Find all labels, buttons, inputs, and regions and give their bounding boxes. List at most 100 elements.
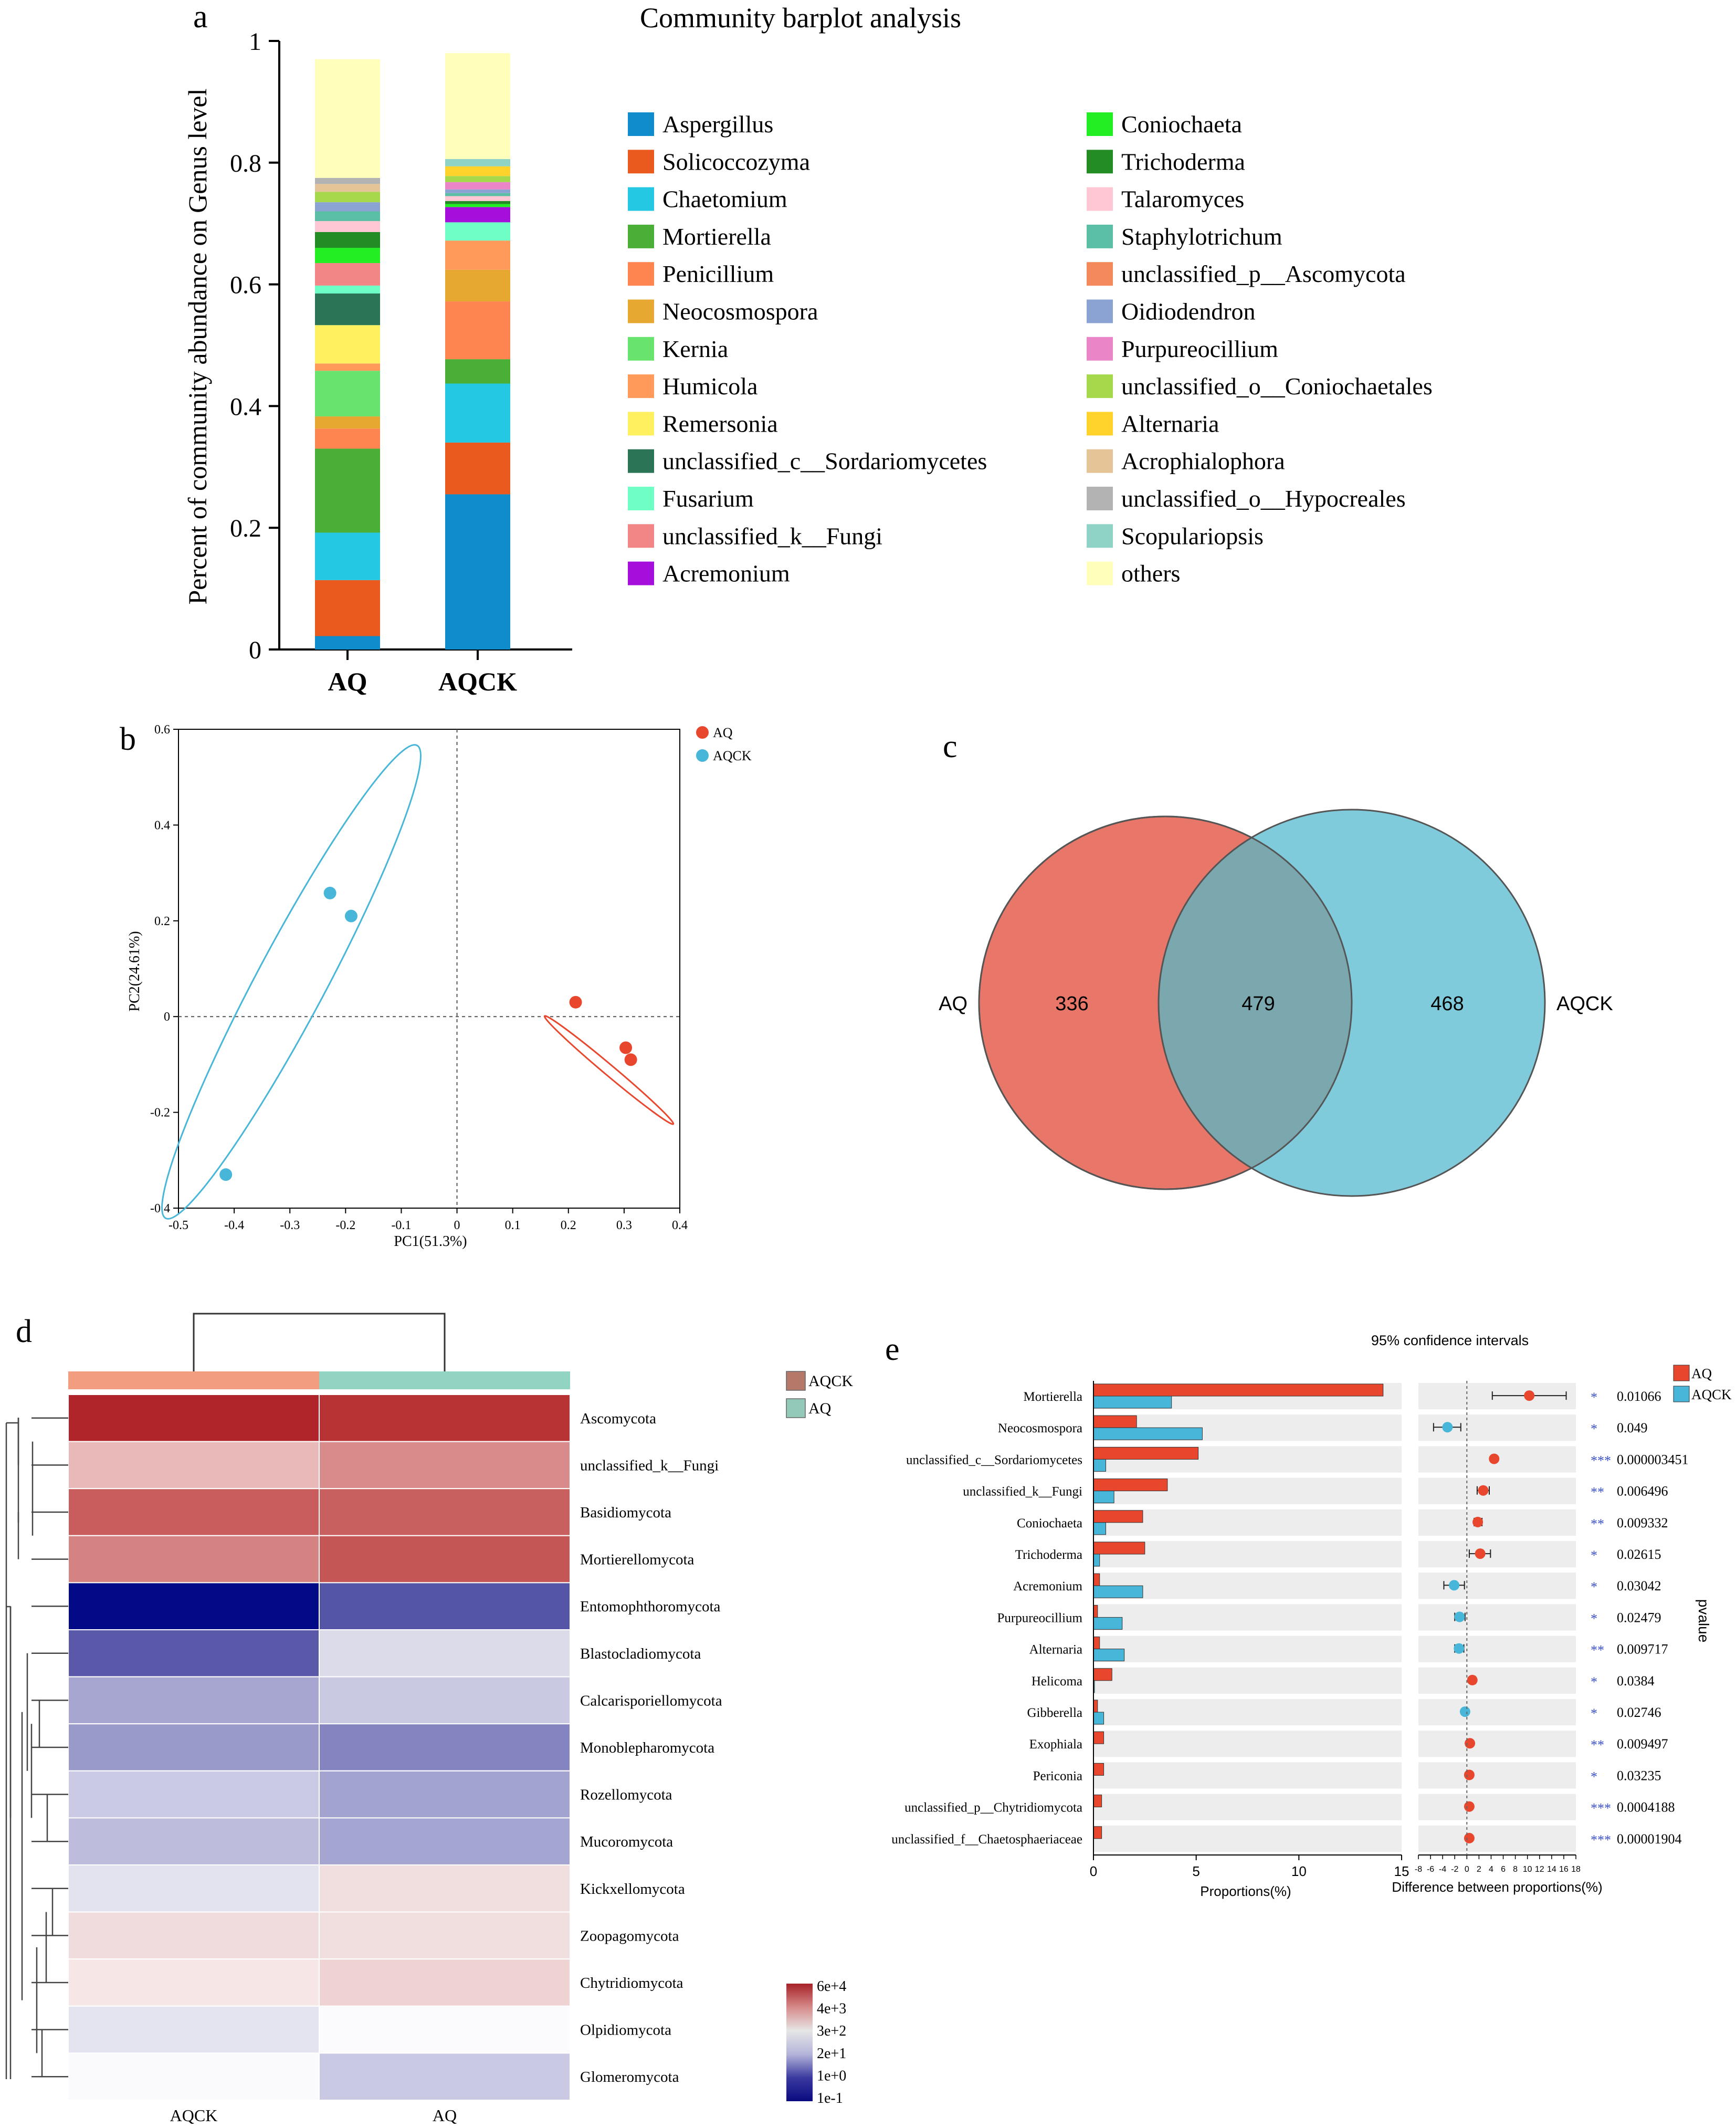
heatmap-row-label: Zoopagomycota [580,1927,679,1944]
legend-label: Talaromyces [1121,186,1244,213]
legend-label: Fusarium [662,485,754,512]
significance-stars: * [1591,1421,1597,1437]
chart-a-y-tick-label: 0.6 [230,271,261,299]
significance-stars: * [1591,1769,1597,1784]
colorbar-label: 6e+4 [817,1978,846,1995]
chart-e-diff-tick-label: 2 [1477,1865,1481,1874]
significance-stars: ** [1591,1485,1604,1500]
chart-b-x-tick-label: 0.2 [561,1219,576,1232]
legend-label: unclassified_o__Hypocreales [1121,485,1406,512]
chart-b-y-tick-label: -0.2 [150,1106,170,1120]
significance-stars: * [1591,1579,1597,1595]
diff-point [1459,1706,1470,1717]
legend-label: AQCK [1691,1387,1732,1402]
panel-letter-e: e [885,1332,900,1367]
legend-label: unclassified_p__Ascomycota [1121,260,1406,287]
row-band [1093,1509,1402,1536]
bar-segment [445,207,510,223]
heatmap-cell [68,1958,320,2007]
chart-e-xlabel: Proportions(%) [1200,1883,1291,1899]
bar-aq [1093,1573,1100,1586]
bar-segment [315,232,380,248]
legend-label: Alternaria [1121,410,1219,437]
chart-b-ylabel: PC2(24.61%) [127,931,143,1011]
bar-segment [315,293,380,326]
bar-aqck [1093,1459,1106,1472]
row-label: Gibberella [1027,1706,1082,1720]
legend-swatch [628,262,654,286]
significance-stars: * [1591,1674,1597,1690]
legend-label: unclassified_o__Coniochaetales [1121,373,1433,400]
column-group-bar [319,1371,570,1389]
legend-swatch [1087,524,1113,548]
diff-point [1524,1390,1535,1401]
colorbar-label: 1e+0 [817,2068,846,2084]
venn-label-aq: AQ [939,993,967,1015]
legend-label: Neocosmospora [662,298,818,325]
heatmap-row-label: Kickxellomycota [580,1881,685,1898]
chart-e-diff-tick-label: 0 [1465,1865,1469,1874]
chart-e-title: 95% confidence intervals [1371,1333,1529,1348]
heatmap-cell [319,1911,571,1960]
heatmap-cell [68,2052,320,2101]
legend-swatch [1087,412,1113,436]
heatmap-row-label: Chytridiomycota [580,1975,683,1991]
legend-swatch [628,412,654,436]
legend-swatch [628,449,654,473]
legend-label: AQ [713,725,733,740]
chart-e-diff-tick-label: 12 [1535,1865,1544,1874]
bar-segment [445,383,510,443]
bar-segment [445,240,510,270]
significance-stars: *** [1591,1453,1611,1468]
legend-swatch [1087,561,1113,585]
p-value: 0.009332 [1617,1515,1668,1531]
significance-stars: ** [1591,1737,1604,1753]
data-point-aq [569,995,582,1009]
row-label: Purpureocillium [997,1611,1083,1625]
legend-swatch [628,374,654,399]
bar-aq [1093,1731,1104,1744]
bar-aq [1093,1446,1199,1460]
legend-swatch [1087,374,1113,399]
legend-label: AQCK [713,748,752,763]
panel-letter-d: d [16,1314,32,1349]
ellipse-aqck [161,744,422,1220]
row-band [1093,1731,1402,1757]
bar-aq [1093,1510,1143,1523]
p-value: 0.03042 [1617,1578,1661,1594]
chart-e-x-tick-label: 0 [1090,1863,1097,1879]
bar-segment [445,53,510,159]
diff-point [1442,1422,1453,1433]
chart-b-y-tick-label: -0.4 [150,1202,170,1215]
row-band [1093,1762,1402,1789]
significance-stars: *** [1591,1801,1611,1816]
legend-swatch [1087,262,1113,286]
row-band [1418,1636,1576,1662]
heatmap-cell [319,1676,571,1725]
colorbar-label: 4e+3 [817,2001,846,2017]
heatmap-cell [68,1535,320,1584]
bar-segment [315,532,380,580]
heatmap-row-label: Mortierellomycota [580,1552,695,1568]
bar-segment [315,428,380,449]
bar-segment [315,221,380,232]
bar-segment [315,184,380,192]
legend-swatch [1087,150,1113,174]
bar-segment [315,448,380,533]
heatmap-row-label: Entomophthoromycota [580,1598,721,1615]
legend-label: Remersonia [662,410,778,437]
p-value: 0.01066 [1617,1389,1661,1404]
row-dendrogram [9,1417,68,2078]
heatmap-cell [319,1582,571,1630]
venn-outline-aq [978,815,1353,1190]
data-point-aq [619,1041,633,1054]
panel-c-venn-diagram: 336 479 468 AQ AQCK [939,809,1613,1197]
row-label: unclassified_f__Chaetosphaeriaceae [891,1832,1082,1847]
legend-label: Acremonium [662,560,790,587]
chart-a-y-tick-label: 0.8 [230,150,261,177]
legend-label: Kernia [662,336,728,362]
column-group-bar [68,1371,319,1389]
p-value: 0.000003451 [1617,1452,1689,1467]
venn-label-aqck: AQCK [1556,993,1613,1015]
bar-aq [1093,1826,1102,1839]
